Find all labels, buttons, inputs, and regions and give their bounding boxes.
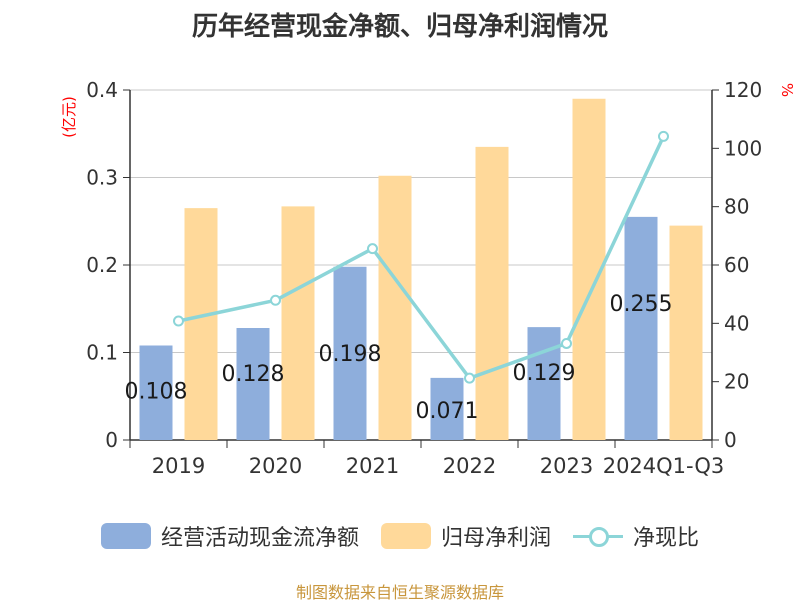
legend-item-netprofit[interactable]: 归母净利润 (380, 520, 551, 552)
chart-legend: 经营活动现金流净额 归母净利润 净现比 (0, 514, 800, 558)
x-tick-label: 2022 (443, 454, 496, 478)
legend-item-cashflow[interactable]: 经营活动现金流净额 (100, 520, 359, 552)
data-label-cashflow: 0.128 (222, 362, 285, 387)
legend-item-ratio[interactable]: 净现比 (573, 520, 699, 552)
bar-netprofit (475, 146, 509, 440)
bar-cashflow (139, 345, 173, 440)
x-tick-label: 2020 (249, 454, 302, 478)
left-tick-label: 0.4 (86, 78, 118, 102)
left-tick-label: 0.2 (86, 253, 118, 277)
bar-netprofit (281, 206, 315, 440)
bar-cashflow (333, 266, 367, 440)
data-label-cashflow: 0.129 (513, 361, 576, 386)
bar-netprofit (378, 175, 412, 440)
data-label-cashflow: 0.198 (319, 342, 382, 367)
right-tick-label: 80 (724, 195, 749, 219)
point-ratio (367, 243, 378, 255)
left-tick-label: 0.1 (86, 341, 118, 365)
data-label-cashflow: 0.108 (125, 380, 188, 405)
right-tick-label: 0 (724, 428, 737, 452)
legend-label-ratio: 净现比 (633, 526, 700, 551)
x-tick-label: 2024Q1-Q3 (603, 454, 725, 478)
x-tick-label: 2023 (540, 454, 593, 478)
point-ratio (464, 372, 475, 384)
line-ratio (178, 135, 666, 380)
bar-cashflow (236, 328, 270, 440)
point-ratio (270, 294, 281, 306)
right-tick-label: 20 (724, 370, 749, 394)
left-tick-label: 0.3 (86, 166, 118, 190)
data-label-cashflow: 0.071 (416, 399, 479, 424)
bar-netprofit (669, 225, 703, 440)
right-axis-unit: % (778, 83, 796, 97)
chart-title: 历年经营现金净额、归母净利润情况 (191, 12, 608, 42)
x-tick-label: 2021 (346, 454, 399, 478)
point-ratio (173, 315, 184, 327)
right-tick-label: 40 (724, 311, 749, 335)
data-label-cashflow: 0.255 (610, 292, 673, 317)
legend-swatch-ratio (573, 523, 623, 549)
x-tick-label: 2019 (152, 454, 205, 478)
left-axis-unit: (亿元) (60, 96, 78, 138)
point-ratio (658, 130, 669, 142)
bar-cashflow (624, 216, 658, 440)
right-tick-label: 100 (724, 136, 762, 160)
bar-netprofit (184, 208, 218, 440)
legend-swatch-cashflow (100, 523, 151, 549)
point-ratio (561, 337, 572, 349)
bar-cashflow (430, 377, 464, 440)
legend-label-netprofit: 归母净利润 (440, 526, 551, 551)
left-tick-label: 0 (105, 428, 118, 452)
right-tick-label: 60 (724, 253, 749, 277)
legend-label-cashflow: 经营活动现金流净额 (160, 526, 359, 551)
right-tick-label: 120 (724, 78, 762, 102)
source-note: 制图数据来自恒生聚源数据库 (295, 583, 504, 602)
legend-swatch-netprofit (380, 523, 431, 549)
